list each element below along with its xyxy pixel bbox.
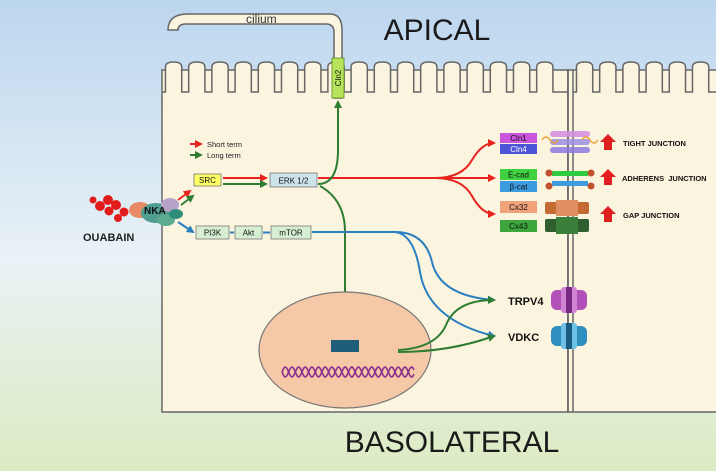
- trpv4-channel-icon: [551, 287, 587, 313]
- mtor-to-trpv4-arrow: [312, 231, 496, 304]
- right-cell: [567, 61, 716, 413]
- cln2-label: Cln2: [334, 69, 343, 86]
- cilium-label: cilium: [246, 12, 277, 26]
- erk-to-cilium-arrow: [317, 100, 342, 185]
- erk-box: [269, 172, 318, 188]
- gap-junction-cx43-icon: [545, 217, 589, 234]
- erk-label: ERK 1/2: [279, 177, 309, 186]
- adherens-up-arrow-icon: [600, 169, 616, 185]
- cx32-box: [500, 201, 537, 213]
- cx43-label: Cx43: [509, 222, 528, 231]
- mtor-box: [270, 225, 312, 240]
- nucleus-to-trpv4-arrow: [397, 296, 496, 351]
- src-box: [193, 173, 222, 187]
- cx32-label: Cx32: [509, 203, 528, 212]
- trpv4-label: TRPV4: [508, 296, 544, 308]
- mtor-label: mTOR: [279, 229, 303, 238]
- nka-pi3k-arrow: [177, 221, 195, 234]
- cln2-box: [331, 57, 345, 99]
- legend: Short term Long term: [190, 140, 242, 160]
- adherens-junction-icon: [545, 169, 595, 190]
- ouabain-molecule-icon: [89, 195, 129, 222]
- vdkc-channel-icon: [551, 323, 587, 349]
- vdkc-label: VDKC: [508, 332, 539, 344]
- cln4-box: [500, 144, 537, 154]
- ouabain-label: OUABAIN: [83, 232, 134, 244]
- cilium: cilium Cln2: [167, 12, 345, 99]
- tight-up-arrow-icon: [600, 134, 616, 150]
- erk-to-gap-arrow: [434, 177, 496, 218]
- gap-up-arrow-icon: [600, 206, 616, 222]
- cln1-box: [500, 133, 537, 143]
- akt-box: [234, 225, 263, 240]
- src-label: SRC: [199, 176, 216, 185]
- transcription-factor: [331, 340, 359, 352]
- pi3k-box: [195, 225, 230, 240]
- bcat-label: β-cat: [510, 183, 529, 192]
- nka-pump-icon: [129, 198, 183, 226]
- bcat-box: [500, 181, 537, 192]
- gap-junction-label: GAP JUNCTION: [623, 211, 680, 220]
- erk-to-tight-arrow: [434, 139, 496, 179]
- cln4-label: Cln4: [510, 145, 527, 154]
- nka-src-short-arrow: [177, 189, 192, 201]
- tight-junction-label: TIGHT JUNCTION: [623, 139, 686, 148]
- ecad-box: [500, 169, 537, 180]
- nka-label: NKA: [144, 206, 166, 217]
- dna-strand-1: [281, 366, 415, 378]
- nka-src-long-arrow: [180, 194, 195, 206]
- legend-short-term: Short term: [207, 140, 242, 149]
- ecad-label: E-cad: [508, 171, 529, 180]
- tight-junction-icon: [541, 131, 599, 153]
- dna-strand-2: [281, 366, 415, 378]
- gap-junction-cx32-icon: [545, 200, 589, 216]
- adherens-junction-label: ADHERENS JUNCTION: [622, 174, 707, 183]
- basolateral-label: BASOLATERAL: [345, 426, 560, 459]
- akt-label: Akt: [243, 229, 255, 238]
- apical-label: APICAL: [384, 14, 491, 47]
- mtor-to-vdkc-arrow: [394, 231, 496, 339]
- cln1-label: Cln1: [510, 134, 527, 143]
- nucleus-to-vdkc-arrow: [397, 334, 496, 353]
- pi3k-label: PI3K: [204, 229, 222, 238]
- legend-long-term: Long term: [207, 151, 241, 160]
- cx43-box: [500, 220, 537, 232]
